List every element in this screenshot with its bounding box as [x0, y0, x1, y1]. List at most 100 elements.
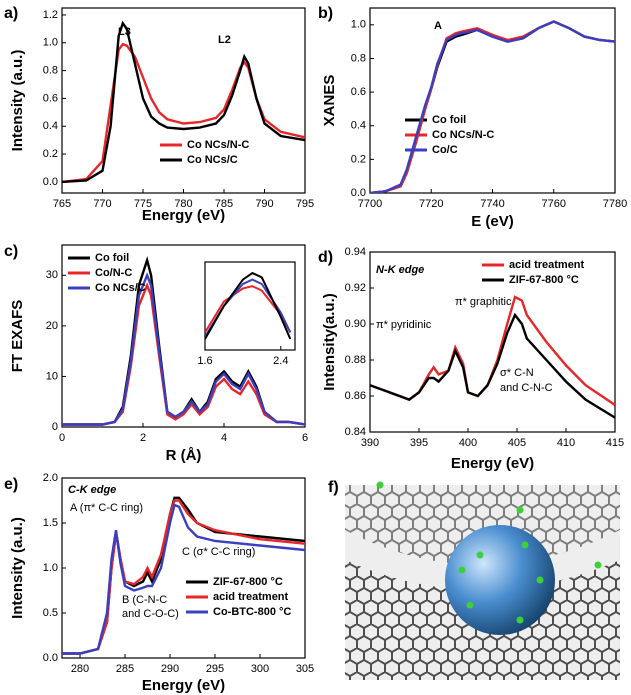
- legend-label: Co/C: [432, 144, 458, 156]
- annotation: A (π* C-C ring): [70, 502, 143, 514]
- x-tick-label: 300: [251, 663, 269, 675]
- legend-label: acid treatment: [509, 259, 585, 271]
- x-tick-label: 390: [361, 437, 379, 449]
- x-tick-label: 2: [140, 432, 146, 444]
- x-tick-label: 2.4: [273, 355, 288, 367]
- annotation: L2: [218, 34, 231, 46]
- y-tick-label: 0.84: [345, 426, 366, 438]
- nanoparticle: [445, 525, 555, 635]
- x-axis-label: R (Å): [166, 447, 202, 464]
- y-tick-label: 0.94: [345, 246, 366, 258]
- x-tick-label: 4: [221, 432, 227, 444]
- legend-label: Co foil: [432, 114, 466, 126]
- y-tick-label: 0.2: [351, 153, 366, 165]
- y-tick-label: 2.0: [43, 472, 58, 484]
- annotation: π* graphitic: [455, 296, 512, 308]
- panel-label: f): [328, 479, 339, 496]
- x-tick-label: 7760: [542, 198, 566, 210]
- x-tick-label: 775: [134, 198, 152, 210]
- x-tick-label: 0: [59, 432, 65, 444]
- panel: 280 285 290 295 300 305 0.0 0.5 1.0 1.5 2.0 ZIF-67-…: [4, 472, 314, 694]
- panel-label: e): [4, 476, 18, 493]
- x-axis-label: Energy (eV): [142, 677, 225, 694]
- y-tick-label: 20: [46, 320, 58, 332]
- annotation: C-K edge: [68, 484, 116, 496]
- y-tick-label: 1.0: [351, 19, 366, 31]
- y-tick-label: 30: [46, 269, 58, 281]
- x-tick-label: 7740: [480, 198, 504, 210]
- y-tick-label: 1.0: [43, 37, 58, 49]
- x-tick-label: 795: [296, 198, 314, 210]
- annotation: and C-O-C): [122, 608, 179, 620]
- x-tick-label: 770: [93, 198, 111, 210]
- y-tick-label: 0.92: [345, 282, 366, 294]
- x-tick-label: 295: [206, 663, 224, 675]
- legend-label: ZIF-67-800 °C: [509, 274, 579, 286]
- annotation: L3: [118, 26, 131, 38]
- legend-label: Co NCs/C: [95, 282, 146, 294]
- y-tick-label: 0.0: [43, 652, 58, 664]
- y-tick-label: 1.0: [43, 562, 58, 574]
- legend-label: ZIF-67-800 °C: [213, 576, 283, 588]
- x-tick-label: 405: [508, 437, 526, 449]
- x-tick-label: 7720: [419, 198, 443, 210]
- line: [62, 272, 305, 426]
- x-tick-label: 305: [296, 663, 314, 675]
- panel: 765 770 775 780 785 790 795 0.0 0.2 0.4 0.6 0.8 1.0 1…: [4, 5, 314, 224]
- x-axis-label: Energy (eV): [451, 455, 534, 472]
- annotation: σ* C-N: [500, 367, 534, 379]
- y-tick-label: 0.86: [345, 390, 366, 402]
- x-tick-label: 6: [302, 432, 308, 444]
- x-tick-label: 290: [161, 663, 179, 675]
- y-axis-label: Intensity (a.u.): [9, 517, 26, 619]
- x-tick-label: 765: [53, 198, 71, 210]
- y-axis-label: Intensity (a.u.): [9, 50, 26, 152]
- y-tick-label: 10: [46, 370, 58, 382]
- y-tick-label: 1.2: [43, 9, 58, 21]
- x-tick-label: 1.6: [197, 355, 212, 367]
- x-tick-label: 415: [606, 437, 624, 449]
- annotation: A: [434, 20, 442, 32]
- annotation: C (σ* C-C ring): [182, 546, 255, 558]
- legend-label: acid treatment: [213, 591, 289, 603]
- x-axis-label: E (eV): [471, 213, 514, 230]
- legend-label: Co/N-C: [95, 267, 132, 279]
- legend-label: Co NCs/C: [187, 154, 238, 166]
- inset: 1.6 2.4: [197, 261, 296, 367]
- panel: 390 395 400 405 410 415 0.84 0.86 0.88 0.90 0.92 0.…: [318, 246, 624, 472]
- x-tick-label: 7780: [603, 198, 627, 210]
- line: [62, 20, 305, 184]
- line: [62, 503, 305, 655]
- y-axis-label: Intensity(a.u.): [321, 293, 338, 391]
- y-tick-label: 1.5: [43, 517, 58, 529]
- y-tick-label: 0.6: [351, 86, 366, 98]
- x-tick-label: 785: [215, 198, 233, 210]
- graphene-upper: [345, 485, 620, 565]
- x-tick-label: 780: [174, 198, 192, 210]
- panel: 7700 7720 7740 7760 7780 0.0 0.2 0.4 0.6 0.8 1.0 Co…: [318, 5, 627, 230]
- x-tick-label: 395: [410, 437, 428, 449]
- y-tick-label: 0.90: [345, 318, 366, 330]
- panel-label: b): [318, 5, 333, 22]
- y-tick-label: 0.0: [43, 176, 58, 188]
- legend-label: Co NCs/N-C: [432, 129, 494, 141]
- n-dopants: [376, 481, 602, 624]
- line: [370, 20, 615, 193]
- y-tick-label: 0.2: [43, 148, 58, 160]
- x-tick-label: 410: [557, 437, 575, 449]
- y-tick-label: 0.8: [43, 65, 58, 77]
- annotation: N-K edge: [376, 264, 424, 276]
- y-tick-label: 0.6: [43, 92, 58, 104]
- x-tick-label: 7700: [358, 198, 382, 210]
- y-tick-label: 0.88: [345, 354, 366, 366]
- legend-label: Co-BTC-800 °C: [213, 606, 291, 618]
- annotation: π* pyridinic: [376, 319, 432, 331]
- y-tick-label: 0.4: [43, 120, 58, 132]
- y-axis-label: FT EXAFS: [9, 300, 26, 373]
- legend-label: Co foil: [95, 252, 129, 264]
- y-axis-label: XANES: [321, 75, 338, 127]
- line: [205, 271, 292, 340]
- x-tick-label: 280: [71, 663, 89, 675]
- illustration: [345, 481, 620, 680]
